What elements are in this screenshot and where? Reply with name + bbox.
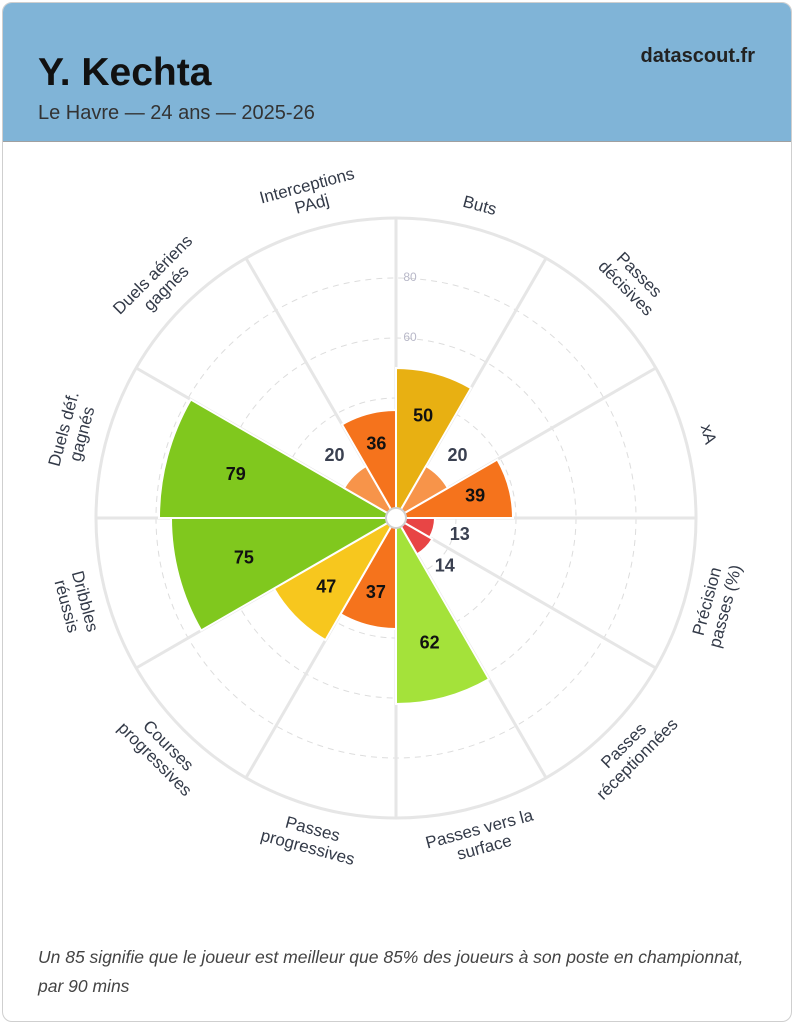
category-label: Duels déf.gagnés [45,390,102,474]
footnote: Un 85 signifie que le joueur est meilleu… [38,947,744,996]
bar [392,458,515,519]
category-label: Buts [461,192,499,219]
value-label: 14 [435,556,455,576]
subtitle: Le Havre — 24 ans — 2025-26 [38,102,315,124]
tick-label: 60 [403,330,417,344]
tick-label: 80 [403,270,417,284]
value-label: 37 [366,582,386,602]
category-line: xA [696,422,720,447]
center-hole [385,507,407,529]
value-label: 79 [226,464,246,484]
value-label: 47 [316,577,336,597]
category-label: Duels aériensgagnés [110,232,210,332]
value-label: 20 [448,445,468,465]
category-label: xA [696,422,720,447]
value-label: 39 [465,486,485,506]
category-label: Passesdécisives [594,244,670,320]
value-label: 20 [324,445,344,465]
value-label: 62 [420,633,440,653]
category-label: Précisionpasses (%) [687,558,746,650]
bar [340,408,397,522]
brand: datascout.fr [640,45,755,67]
spoke [395,516,657,670]
bar [157,398,400,519]
bar [169,517,400,632]
category-line: Buts [461,192,499,219]
value-label: 50 [413,405,433,425]
category-label: Passesprogressives [259,808,362,870]
category-label: Dribblesréussis [49,569,102,639]
category-label: InterceptionsPAdj [258,164,362,226]
value-label: 75 [234,548,254,568]
category-label: Coursesprogressives [114,705,209,800]
header: Y. Kechta Le Havre — 24 ans — 2025-26 da… [3,3,791,142]
player-name: Y. Kechta [38,51,212,94]
value-label: 13 [450,524,470,544]
bar [395,366,473,522]
bar [395,514,491,706]
category-label: Passesréceptionnées [580,702,682,804]
value-label: 36 [366,434,386,454]
